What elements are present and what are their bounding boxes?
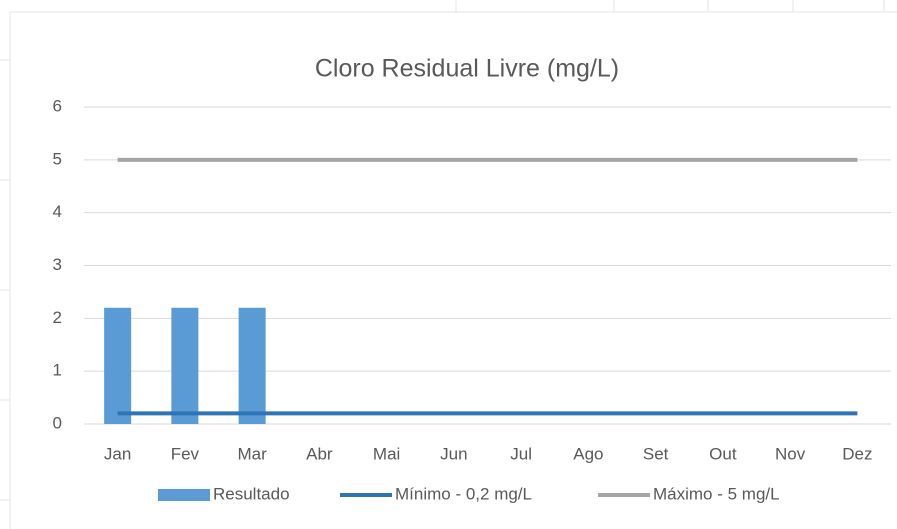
x-tick-label: Fev [171,444,200,463]
x-tick-label: Nov [775,444,806,463]
x-tick-label: Jun [440,444,467,463]
y-tick-label: 5 [53,149,62,168]
legend-label: Máximo - 5 mg/L [653,484,780,503]
legend-label: Mínimo - 0,2 mg/L [395,484,532,503]
x-tick-label: Abr [306,444,333,463]
x-tick-label: Jan [104,444,131,463]
y-tick-label: 4 [53,202,62,221]
bar [104,307,132,424]
x-tick-label: Set [643,444,669,463]
x-tick-label: Jul [510,444,532,463]
x-tick-label: Mar [237,444,267,463]
y-tick-label: 6 [53,96,62,115]
legend-label: Resultado [213,484,290,503]
bar [171,307,199,424]
x-tick-label: Mai [373,444,400,463]
legend-swatch [158,489,210,501]
y-tick-label: 1 [53,361,62,380]
x-tick-label: Out [709,444,737,463]
y-tick-label: 0 [53,413,62,432]
y-tick-label: 3 [53,255,62,274]
y-tick-label: 2 [53,308,62,327]
chart-title: Cloro Residual Livre (mg/L) [315,55,619,83]
x-tick-label: Dez [842,444,872,463]
x-tick-label: Ago [573,444,603,463]
bar [238,307,266,424]
